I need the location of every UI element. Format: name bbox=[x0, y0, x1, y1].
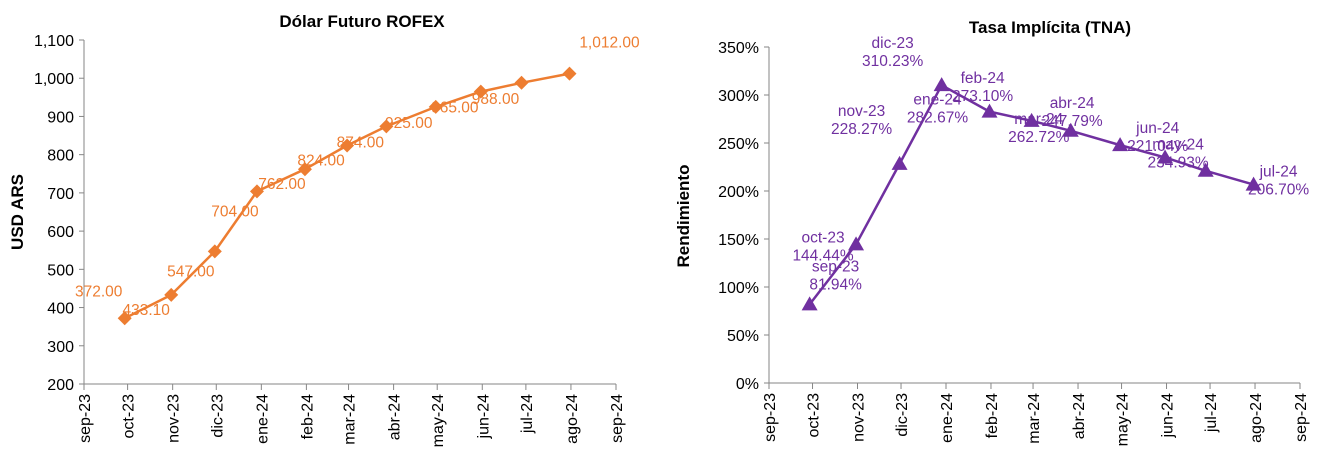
data-point bbox=[297, 162, 312, 177]
data-label: 762.00 bbox=[258, 176, 306, 193]
data-label: dic-23 310.23% bbox=[862, 35, 923, 70]
y-tick-label: 150% bbox=[718, 232, 759, 249]
data-point bbox=[1157, 149, 1174, 164]
x-tick-label: jun-24 bbox=[1160, 393, 1177, 439]
data-point bbox=[562, 66, 577, 81]
data-point bbox=[801, 296, 818, 311]
y-tick-label: 400 bbox=[47, 301, 74, 318]
x-tick-label: abr-24 bbox=[1071, 393, 1088, 439]
x-tick-label: ene-24 bbox=[254, 394, 271, 444]
data-point bbox=[164, 287, 179, 302]
x-tick-label: sep-23 bbox=[762, 393, 779, 442]
chart-2: Tasa Implícita (TNA) Rendimiento 0% 50% 100%… bbox=[674, 18, 1310, 446]
x-tick-label: dic-23 bbox=[894, 393, 911, 437]
x-tick-label: mar-24 bbox=[1026, 393, 1043, 444]
y-axis-label: Rendimiento bbox=[674, 165, 693, 268]
y-tick-label: 900 bbox=[47, 109, 74, 126]
data-label: jul-24 206.70% bbox=[1248, 164, 1309, 199]
data-label: may-24 234.93% bbox=[1147, 136, 1208, 171]
data-label: 433.10 bbox=[123, 302, 171, 319]
data-label: 988.00 bbox=[472, 91, 520, 108]
x-tick-label: jun-24 bbox=[475, 394, 492, 440]
data-label: 372.00 bbox=[75, 283, 123, 300]
data-label: oct-23 144.44% bbox=[792, 229, 853, 264]
data-point bbox=[379, 119, 394, 134]
x-tick-label: ene-24 bbox=[939, 393, 956, 443]
x-tick-label: sep-24 bbox=[1293, 393, 1310, 442]
y-tick-label: 300% bbox=[718, 88, 759, 105]
x-tick-label: ago-24 bbox=[564, 394, 581, 444]
x-tick-label: feb-24 bbox=[984, 393, 1001, 438]
y-tick-label: 200% bbox=[718, 184, 759, 201]
data-point bbox=[1245, 176, 1262, 191]
data-point bbox=[249, 184, 264, 199]
data-label: 704.00 bbox=[211, 203, 259, 220]
x-tick-label: oct-23 bbox=[121, 394, 138, 439]
data-label: mar-24 262.72% bbox=[1008, 111, 1069, 146]
chart-1: Dólar Futuro ROFEX USD ARS 200 300 400 500 600… bbox=[8, 12, 640, 447]
data-point bbox=[1197, 162, 1214, 177]
y-tick-label: 50% bbox=[727, 328, 759, 345]
y-tick-label: 1,000 bbox=[34, 71, 74, 88]
data-label: 547.00 bbox=[167, 263, 215, 280]
data-label: nov-23 228.27% bbox=[831, 103, 892, 138]
x-tick-label: feb-24 bbox=[299, 394, 316, 439]
x-tick-label: mar-24 bbox=[342, 394, 359, 445]
data-point bbox=[1112, 137, 1129, 152]
data-point bbox=[891, 155, 908, 170]
data-point bbox=[117, 311, 132, 326]
x-tick-label: nov-23 bbox=[166, 394, 183, 443]
data-point bbox=[207, 244, 222, 259]
y-tick-label: 250% bbox=[718, 136, 759, 153]
data-label: feb-24 273.10% bbox=[952, 70, 1013, 105]
x-tick-label: may-24 bbox=[1115, 393, 1132, 446]
data-label: 1,012.00 bbox=[579, 35, 640, 52]
data-label: 925.00 bbox=[385, 115, 433, 132]
data-point bbox=[473, 84, 488, 99]
y-tick-label: 600 bbox=[47, 224, 74, 241]
y-tick-label: 500 bbox=[47, 262, 74, 279]
y-tick-label: 200 bbox=[47, 377, 74, 394]
y-tick-label: 1,100 bbox=[34, 33, 74, 50]
y-tick-label: 0% bbox=[736, 376, 759, 393]
x-tick-label: nov-23 bbox=[851, 393, 868, 442]
data-label: abr-24 247.79% bbox=[1041, 95, 1102, 130]
y-tick-label: 350% bbox=[718, 40, 759, 57]
y-tick-label: 100% bbox=[718, 280, 759, 297]
data-point bbox=[1023, 112, 1040, 127]
y-axis-label: USD ARS bbox=[8, 174, 27, 250]
data-point bbox=[848, 236, 865, 251]
x-tick-label: may-24 bbox=[430, 394, 447, 447]
x-tick-label: jul-24 bbox=[1203, 393, 1220, 433]
data-point bbox=[981, 103, 998, 118]
y-tick-label: 700 bbox=[47, 186, 74, 203]
data-label: 965.00 bbox=[431, 100, 479, 117]
data-point bbox=[340, 138, 355, 153]
data-label: sep-23 81.94% bbox=[809, 258, 862, 293]
data-label: 824.00 bbox=[297, 152, 345, 169]
series-line bbox=[124, 72, 570, 320]
x-tick-label: abr-24 bbox=[387, 394, 404, 440]
data-point bbox=[1062, 122, 1079, 137]
x-tick-label: sep-24 bbox=[609, 394, 626, 443]
y-tick-label: 300 bbox=[47, 339, 74, 356]
x-tick-label: dic-23 bbox=[209, 394, 226, 438]
data-point bbox=[514, 75, 529, 90]
x-tick-label: jul-24 bbox=[519, 394, 536, 434]
data-label: ene-24 282.67% bbox=[907, 92, 968, 127]
y-tick-label: 800 bbox=[47, 148, 74, 165]
x-tick-label: sep-23 bbox=[77, 394, 94, 443]
x-tick-label: ago-24 bbox=[1248, 393, 1265, 443]
chart-title: Tasa Implícita (TNA) bbox=[969, 18, 1131, 37]
data-label: 874.00 bbox=[337, 134, 385, 151]
data-label: jun-24 221.04% bbox=[1127, 120, 1188, 155]
chart-title: Dólar Futuro ROFEX bbox=[279, 12, 445, 31]
data-point bbox=[933, 77, 950, 92]
x-tick-label: oct-23 bbox=[806, 393, 823, 438]
data-point bbox=[428, 99, 443, 114]
